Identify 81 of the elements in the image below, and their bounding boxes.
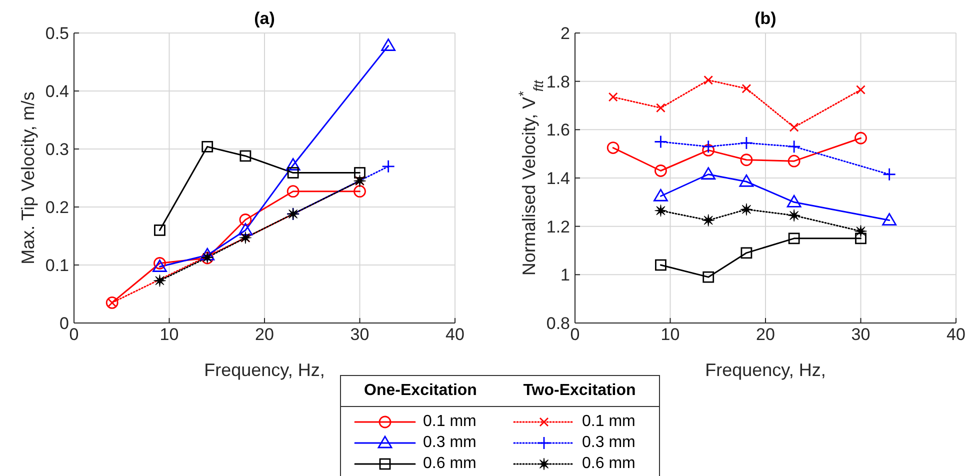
point xyxy=(239,214,252,226)
point xyxy=(786,194,802,208)
point xyxy=(381,38,396,51)
x-tick-label: 40 xyxy=(946,325,966,344)
point xyxy=(606,142,620,154)
y-tick-label: 1.8 xyxy=(546,72,570,92)
y-tick-label: 0.4 xyxy=(45,82,69,102)
x-tick-label: 20 xyxy=(756,325,775,344)
point xyxy=(200,248,215,260)
point xyxy=(788,232,800,244)
point xyxy=(153,274,166,287)
point xyxy=(382,160,396,174)
legend-label: 0.1 mm xyxy=(423,412,476,430)
point xyxy=(654,164,667,177)
point xyxy=(154,224,166,236)
x-tick-label: 20 xyxy=(255,325,274,344)
point xyxy=(287,167,299,178)
x-tick-label: 30 xyxy=(350,325,370,344)
point xyxy=(654,135,668,148)
x-tick-label: 40 xyxy=(446,325,464,344)
x-tick-label: 10 xyxy=(660,325,680,344)
y-tick-label: 1.6 xyxy=(546,120,570,140)
point xyxy=(701,167,716,180)
y-tick-label: 0.2 xyxy=(45,198,69,218)
x-axis-title: Frequency, Hz, xyxy=(204,360,325,380)
point xyxy=(655,259,666,271)
point xyxy=(654,204,668,217)
point xyxy=(882,168,896,182)
point xyxy=(152,260,167,272)
point xyxy=(702,214,715,227)
point xyxy=(854,224,868,238)
point xyxy=(240,150,252,162)
point xyxy=(882,213,897,226)
point xyxy=(742,84,752,94)
point xyxy=(740,136,754,150)
y-tick-label: 1.2 xyxy=(546,217,570,236)
y-tick-label: 0.8 xyxy=(546,314,570,334)
point xyxy=(608,92,618,102)
legend-label: 0.3 mm xyxy=(582,434,636,452)
point xyxy=(788,209,800,222)
point xyxy=(740,203,753,216)
y-tick-label: 2 xyxy=(560,24,570,44)
x-tick-label: 10 xyxy=(160,325,179,344)
point xyxy=(856,85,866,94)
point xyxy=(855,232,866,244)
point xyxy=(789,122,799,132)
point xyxy=(654,188,668,202)
point xyxy=(854,132,867,144)
x-axis-title: Frequency, Hz, xyxy=(705,360,826,380)
point xyxy=(238,223,253,236)
y-tick-label: 0.1 xyxy=(45,256,69,276)
text: One-Excitation xyxy=(363,382,478,400)
legend-label: 0.6 mm xyxy=(582,454,636,472)
y-tick-label: 0.3 xyxy=(45,140,69,160)
chart-title: (b) xyxy=(754,9,776,28)
y-axis-title: Max. Tip Velocity, m/s xyxy=(18,92,38,264)
point xyxy=(354,167,366,178)
legend-label: 0.6 mm xyxy=(423,454,476,472)
point xyxy=(286,158,300,170)
x-tick-label: 30 xyxy=(851,325,870,344)
point xyxy=(202,140,214,152)
point xyxy=(154,257,166,270)
point xyxy=(704,75,714,85)
y-tick-label: 1 xyxy=(560,266,570,285)
point xyxy=(702,144,715,156)
point xyxy=(739,174,754,187)
point xyxy=(702,140,716,154)
point xyxy=(788,154,800,168)
point xyxy=(354,185,366,198)
point xyxy=(740,154,753,166)
point xyxy=(787,140,801,154)
point xyxy=(702,271,714,283)
text: Two-Excitation xyxy=(522,382,637,400)
point xyxy=(656,103,666,113)
legend-label: 0.1 mm xyxy=(582,412,636,430)
legend-label: 0.3 mm xyxy=(423,434,476,452)
point xyxy=(286,185,300,198)
point xyxy=(740,247,752,259)
y-tick-label: 0.5 xyxy=(45,24,69,44)
chart-title: (a) xyxy=(254,9,275,28)
y-tick-label: 1.4 xyxy=(546,169,570,188)
